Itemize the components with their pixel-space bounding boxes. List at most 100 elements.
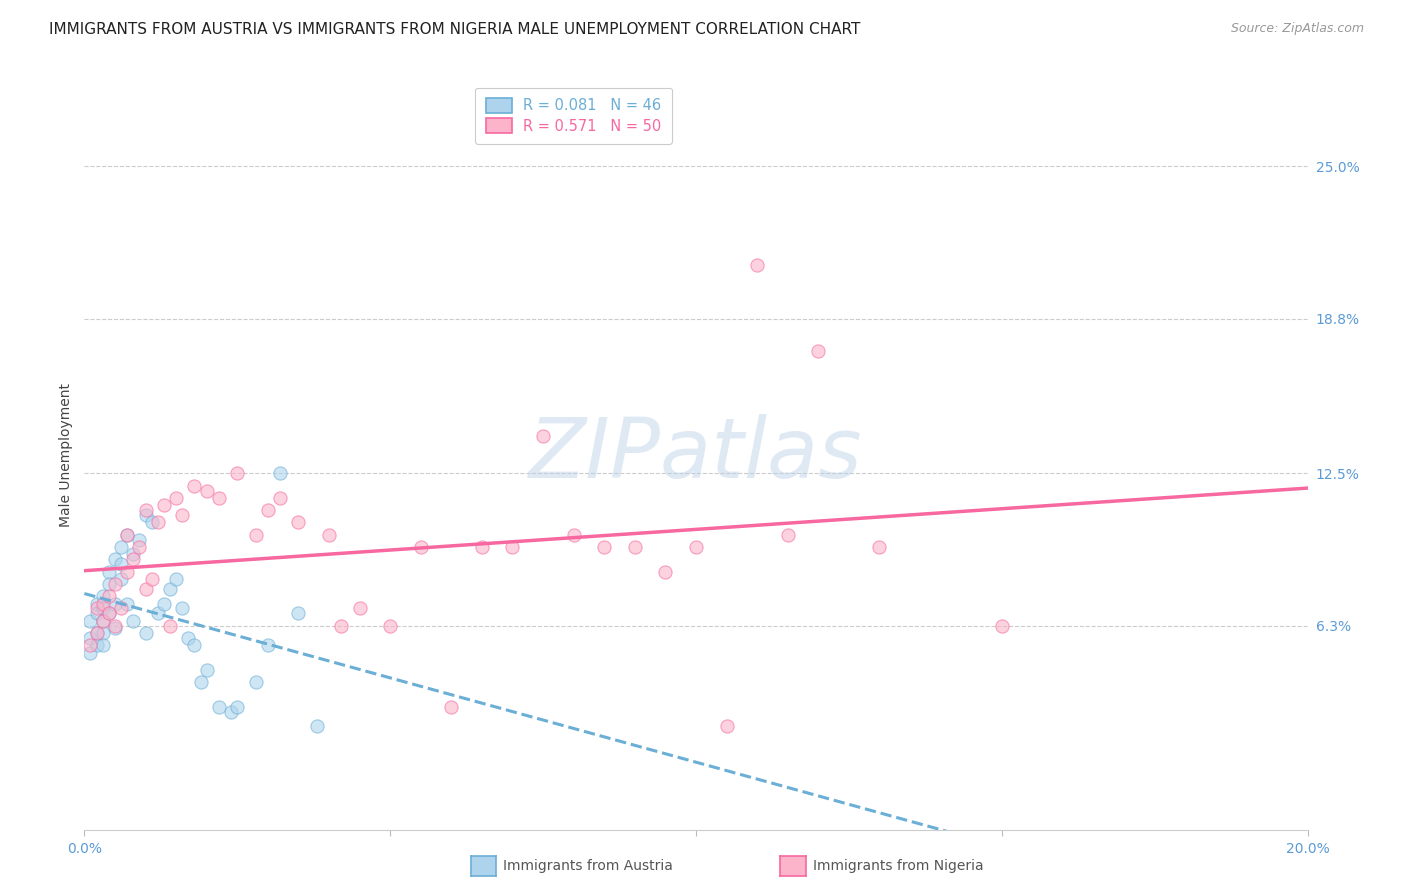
Point (330, 618, 353, 632)
Point (991, 618, 1014, 632)
Point (79, 638, 101, 652)
Point (122, 548, 145, 562)
Point (141, 516, 163, 530)
Point (97, 577, 120, 591)
Point (97, 607, 120, 621)
Point (135, 503, 157, 517)
Point (128, 540, 150, 554)
Point (86, 607, 108, 621)
Point (104, 621, 127, 635)
Point (122, 614, 145, 628)
Legend: R = 0.081   N = 46, R = 0.571   N = 50: R = 0.081 N = 46, R = 0.571 N = 50 (475, 87, 672, 144)
Point (269, 491, 291, 505)
Point (685, 540, 707, 554)
Point (172, 601, 194, 615)
Point (115, 528, 138, 542)
Y-axis label: Male Unemployment: Male Unemployment (59, 383, 73, 527)
Point (440, 699, 463, 714)
Point (91, 614, 114, 628)
Point (115, 597, 138, 611)
Point (79, 646, 101, 660)
Point (110, 540, 132, 554)
Point (91, 638, 114, 652)
Point (153, 597, 176, 611)
Point (115, 528, 138, 542)
Point (380, 618, 402, 632)
Point (747, 258, 769, 272)
Point (86, 626, 108, 640)
Point (349, 601, 371, 615)
Point (91, 626, 114, 640)
Point (91, 597, 114, 611)
Point (269, 467, 291, 481)
Point (86, 638, 108, 652)
Point (110, 601, 132, 615)
Text: Immigrants from Austria: Immigrants from Austria (503, 859, 673, 873)
Point (104, 618, 127, 632)
Point (226, 467, 249, 481)
Point (141, 572, 163, 586)
Text: IMMIGRANTS FROM AUSTRIA VS IMMIGRANTS FROM NIGERIA MALE UNEMPLOYMENT CORRELATION: IMMIGRANTS FROM AUSTRIA VS IMMIGRANTS FR… (49, 22, 860, 37)
Point (305, 719, 328, 733)
Point (110, 558, 132, 572)
Point (471, 540, 494, 554)
Point (153, 498, 176, 512)
Point (869, 540, 891, 554)
Point (91, 614, 114, 628)
Point (177, 631, 200, 645)
Point (146, 607, 169, 621)
Point (287, 516, 309, 530)
Point (183, 638, 205, 652)
Text: Source: ZipAtlas.com: Source: ZipAtlas.com (1230, 22, 1364, 36)
Point (91, 601, 114, 615)
Point (287, 607, 309, 621)
Point (531, 429, 554, 443)
Point (716, 719, 738, 733)
Point (318, 528, 340, 542)
Point (562, 528, 585, 542)
Point (226, 699, 249, 714)
Point (97, 607, 120, 621)
Point (159, 582, 181, 596)
Point (624, 540, 647, 554)
Point (135, 582, 157, 596)
Point (91, 589, 114, 603)
Point (183, 478, 205, 492)
Point (146, 516, 169, 530)
Point (172, 508, 194, 522)
Point (165, 572, 187, 586)
Point (135, 508, 157, 522)
Point (86, 601, 108, 615)
Point (79, 631, 101, 645)
Point (190, 675, 212, 690)
Point (79, 614, 101, 628)
Point (97, 589, 120, 603)
Point (86, 626, 108, 640)
Point (409, 540, 432, 554)
Point (654, 565, 676, 579)
Point (257, 638, 280, 652)
Point (776, 528, 799, 542)
Point (86, 597, 108, 611)
Point (104, 577, 127, 591)
Point (104, 597, 127, 611)
Point (110, 572, 132, 586)
Point (502, 540, 524, 554)
Point (245, 675, 267, 690)
Point (593, 540, 616, 554)
Point (165, 491, 187, 505)
Point (122, 552, 145, 566)
Point (208, 699, 231, 714)
Text: ZIPatlas: ZIPatlas (529, 415, 863, 495)
Point (128, 533, 150, 547)
Point (245, 528, 267, 542)
Point (97, 565, 120, 579)
Point (195, 663, 218, 677)
Point (219, 705, 242, 719)
Point (807, 343, 830, 358)
Point (159, 618, 181, 632)
Point (257, 503, 280, 517)
Point (115, 565, 138, 579)
Text: Immigrants from Nigeria: Immigrants from Nigeria (813, 859, 983, 873)
Point (104, 552, 127, 566)
